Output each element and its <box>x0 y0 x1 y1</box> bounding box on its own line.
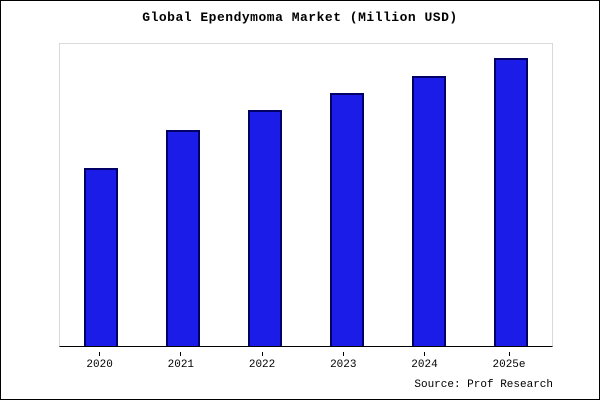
bar-column-2021 <box>166 44 200 346</box>
x-tick-label-2021: 2021 <box>168 352 194 371</box>
bar-2023 <box>330 92 364 346</box>
x-tick-text: 2024 <box>411 359 438 371</box>
bar-2024 <box>412 75 446 346</box>
bar-column-2025e <box>494 44 528 346</box>
x-tick-label-2025e: 2025e <box>493 352 526 371</box>
x-tick-mark <box>423 352 425 356</box>
bars <box>60 44 552 346</box>
x-tick-text: 2022 <box>248 359 276 371</box>
x-tick-text: 2020 <box>86 359 113 371</box>
chart-title: Global Ependymoma Market (Million USD) <box>142 10 458 25</box>
x-tick-mark <box>508 352 510 356</box>
bar-2020 <box>84 167 118 346</box>
plot-area <box>59 43 553 347</box>
x-axis-labels: 2020 2021 2022 2023 2024 2025e <box>59 352 553 371</box>
x-tick-label-2024: 2024 <box>411 352 438 371</box>
x-tick-mark <box>180 352 182 356</box>
bar-column-2024 <box>412 44 446 346</box>
x-tick-mark <box>342 352 344 356</box>
plot-area-wrapper <box>59 43 553 347</box>
x-tick-mark <box>99 352 101 356</box>
x-tick-text: 2023 <box>330 359 357 371</box>
x-tick-text: 2021 <box>167 359 195 371</box>
x-tick-label-2020: 2020 <box>86 352 113 371</box>
x-tick-label-2022: 2022 <box>249 352 275 371</box>
bar-column-2023 <box>330 44 364 346</box>
x-tick-mark <box>261 352 263 356</box>
bar-column-2022 <box>248 44 282 346</box>
bar-2025e <box>494 58 528 346</box>
source-attribution: Source: Prof Research <box>414 379 553 391</box>
bar-column-2020 <box>84 44 118 346</box>
x-tick-label-2023: 2023 <box>330 352 356 371</box>
x-tick-text: 2025e <box>492 359 526 371</box>
bar-2021 <box>166 130 200 346</box>
bar-2022 <box>248 110 282 346</box>
